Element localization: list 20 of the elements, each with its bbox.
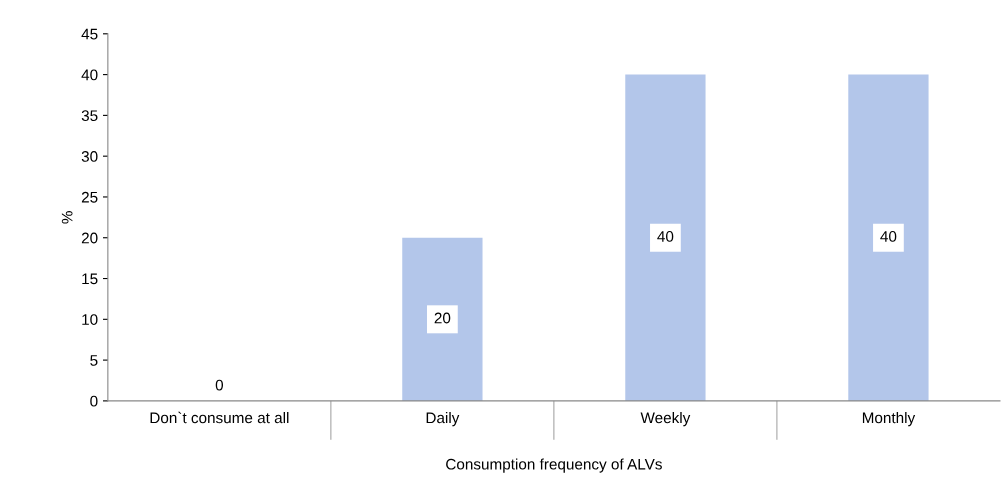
y-tick-label: 5 — [90, 355, 98, 366]
y-tick-label: 10 — [82, 314, 98, 325]
y-tick-label: 45 — [81, 28, 98, 40]
y-tick-label: 15 — [82, 273, 98, 285]
data-label: 20 — [434, 312, 451, 324]
x-tick-label: Daily — [426, 412, 460, 427]
x-tick-label: Weekly — [640, 412, 691, 427]
y-tick-label: 0 — [90, 395, 98, 407]
data-label: 40 — [657, 231, 674, 242]
x-tick-label: Don`t consume at all — [150, 411, 289, 424]
x-axis-title: Consumption frequency of ALVs — [446, 458, 662, 473]
data-label: 0 — [215, 379, 224, 391]
y-tick-label: 25 — [81, 191, 98, 203]
y-tick-label: 30 — [81, 151, 98, 162]
x-tick-label: Monthly — [862, 412, 916, 427]
data-label: 40 — [880, 231, 897, 242]
y-tick-label: 20 — [81, 232, 98, 244]
y-tick-label: 35 — [81, 110, 98, 122]
y-axis-title: % — [61, 211, 73, 224]
y-tick-label: 40 — [81, 69, 98, 81]
